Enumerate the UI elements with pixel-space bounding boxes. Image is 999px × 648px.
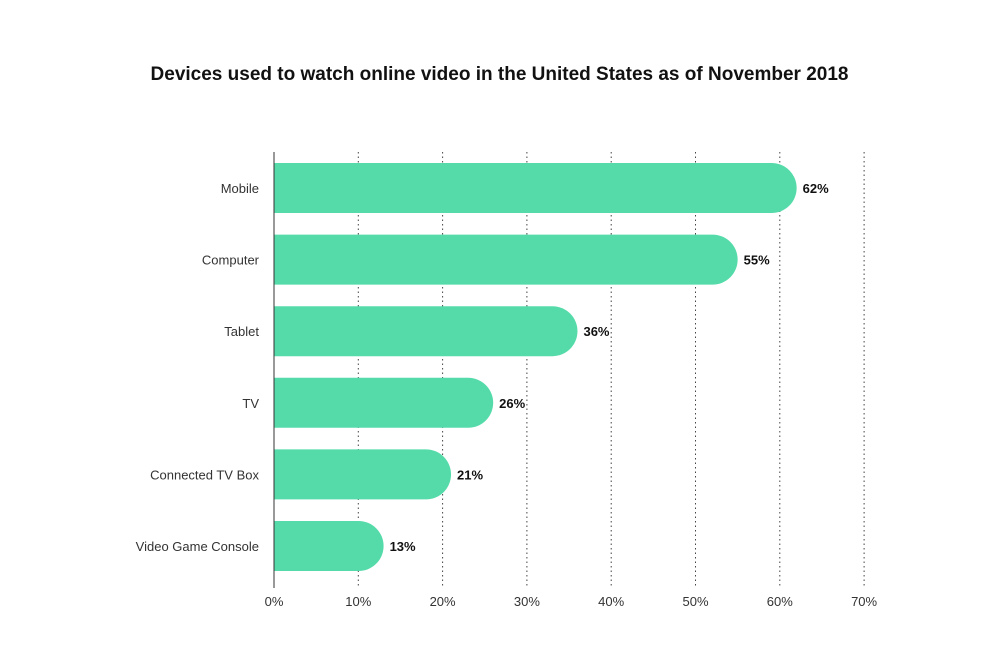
- x-tick-label: 10%: [345, 594, 371, 609]
- bar: [274, 163, 797, 213]
- x-tick-label: 50%: [682, 594, 708, 609]
- bars: [274, 163, 797, 571]
- gridlines: [357, 152, 865, 588]
- category-label: Tablet: [224, 324, 259, 339]
- bar: [274, 449, 452, 500]
- category-label: Mobile: [221, 181, 259, 196]
- x-tick-label: 70%: [851, 594, 877, 609]
- bar: [274, 521, 384, 571]
- value-label: 55%: [744, 253, 770, 268]
- x-tick-label: 20%: [430, 594, 456, 609]
- bar: [274, 306, 578, 357]
- category-label: Video Game Console: [136, 539, 259, 554]
- value-label: 26%: [499, 396, 525, 411]
- value-label: 21%: [457, 467, 483, 482]
- x-tick-label: 30%: [514, 594, 540, 609]
- labels: 0% 10% 20% 30% 40% 50% 60% 70% Mobile 62% Computer…: [136, 181, 878, 609]
- category-label: Connected TV Box: [150, 467, 259, 482]
- x-tick-label: 60%: [767, 594, 793, 609]
- bar: [274, 377, 494, 428]
- value-label: 36%: [583, 324, 609, 339]
- value-label: 62%: [803, 181, 829, 196]
- category-label: Computer: [202, 253, 260, 268]
- x-tick-label: 40%: [598, 594, 624, 609]
- x-tick-label: 0%: [265, 594, 284, 609]
- bar: [274, 234, 738, 285]
- value-label: 13%: [390, 539, 416, 554]
- category-label: TV: [242, 396, 259, 411]
- chart-title: Devices used to watch online video in th…: [150, 64, 849, 85]
